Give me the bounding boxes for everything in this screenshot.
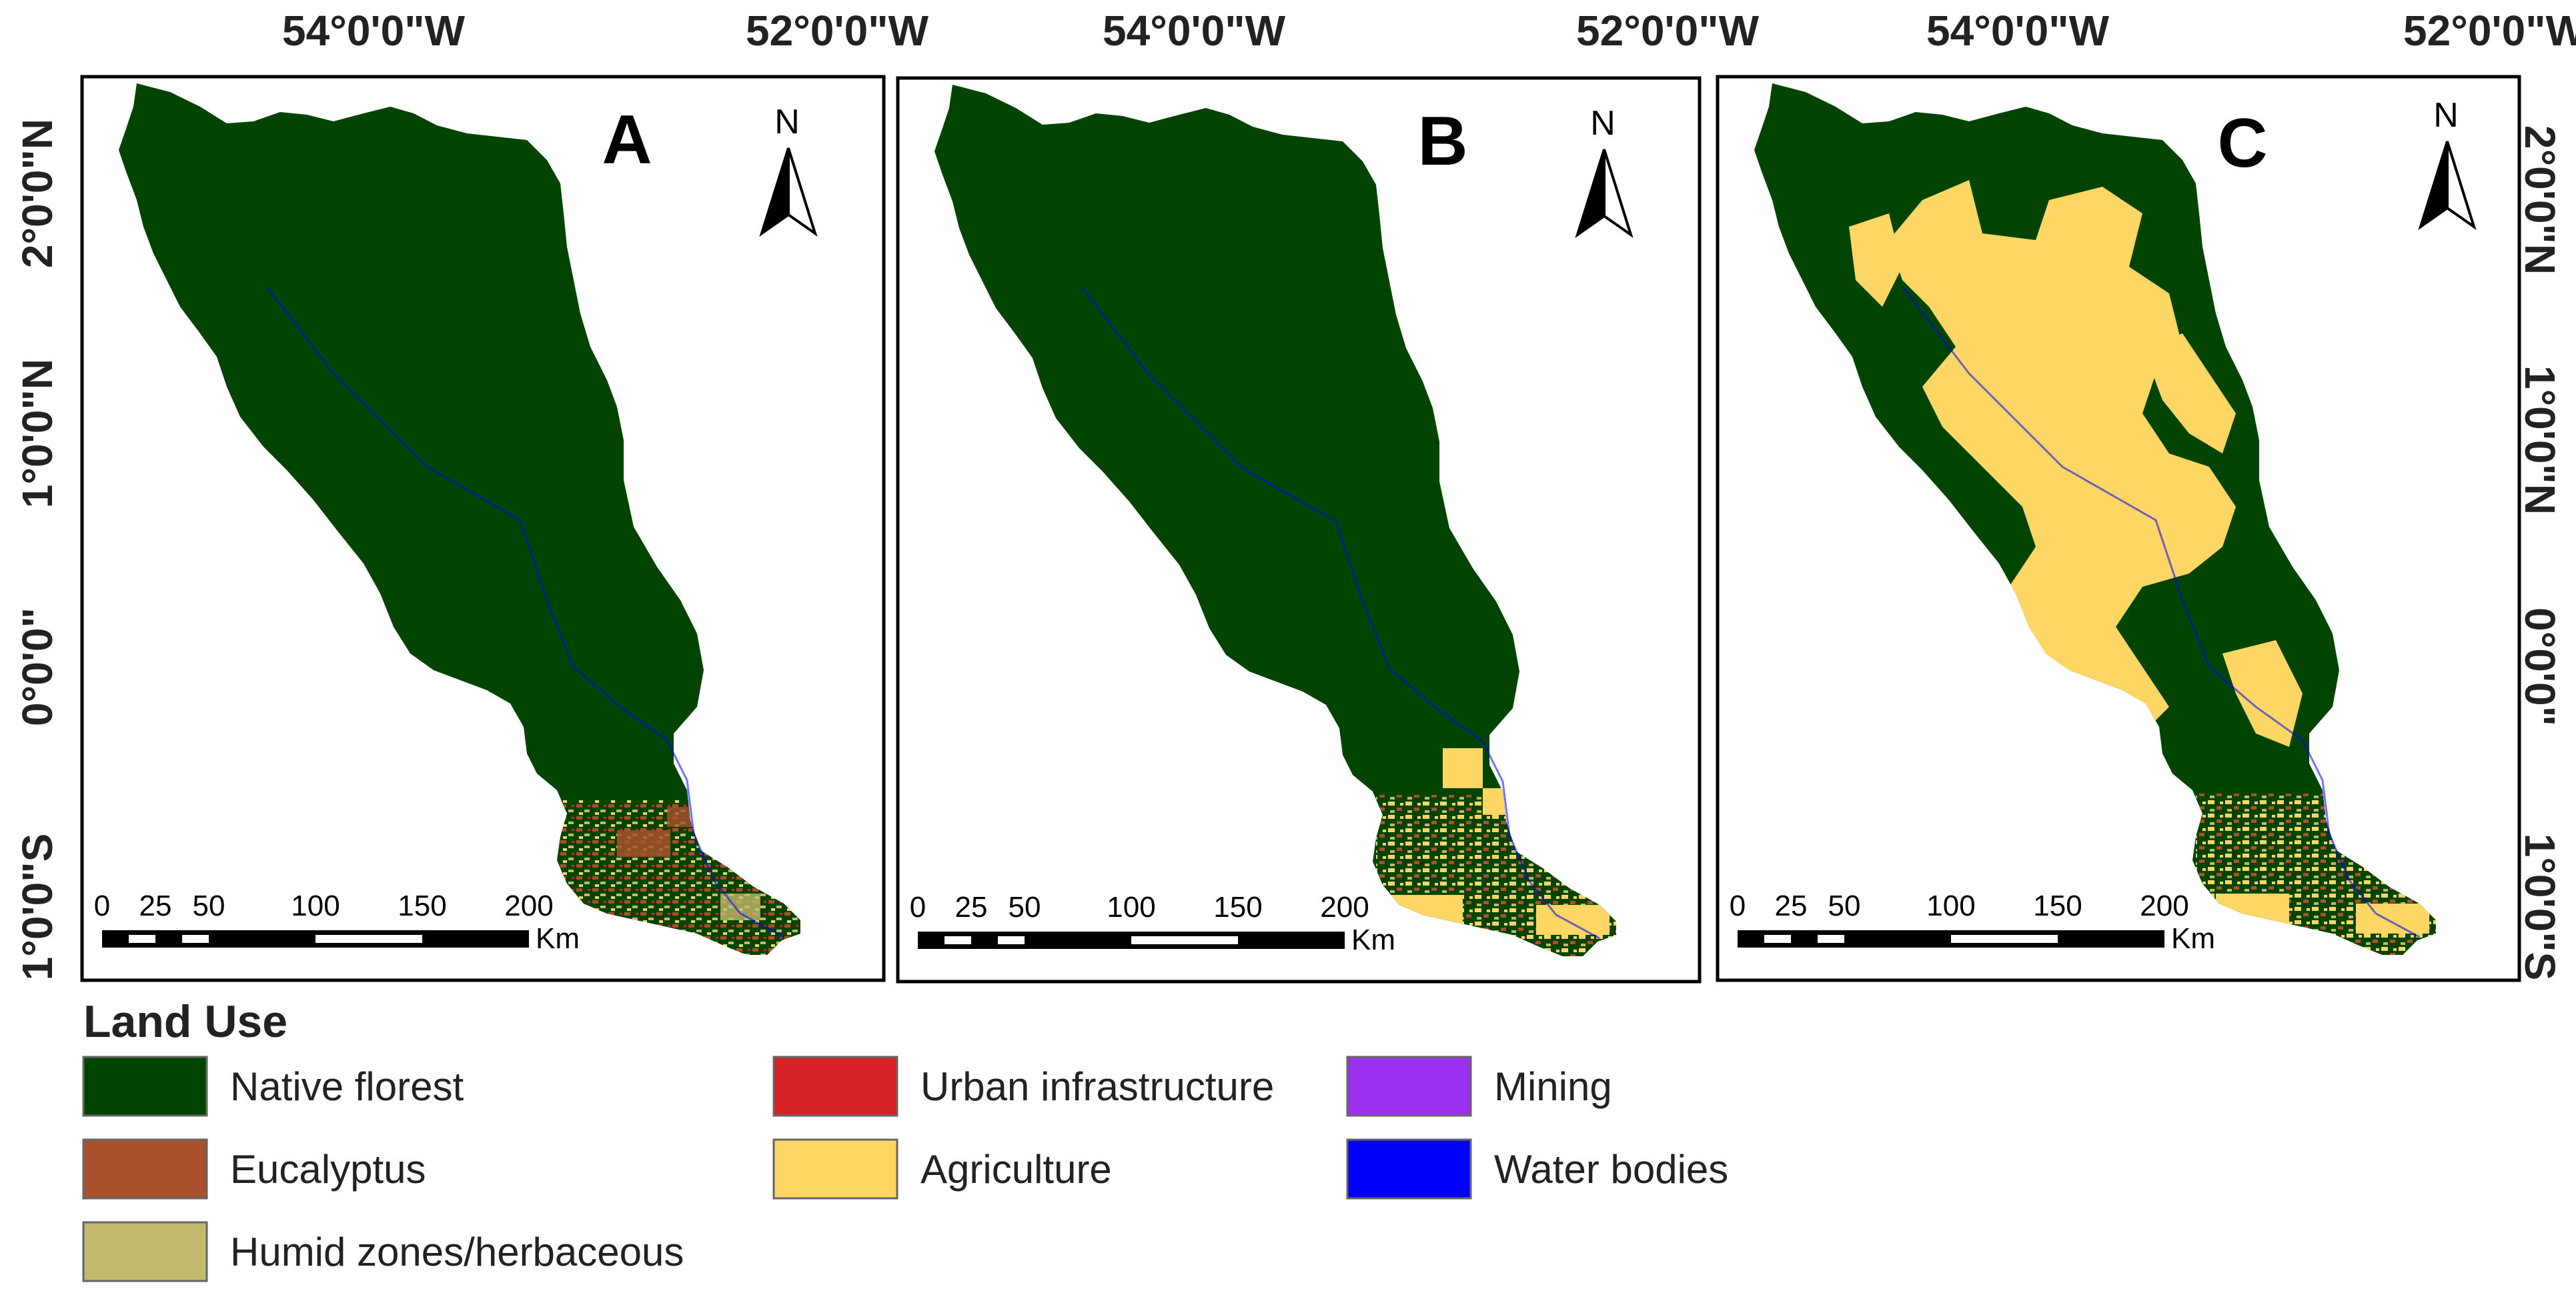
river-water-body: [1081, 287, 1600, 940]
scale-tick-label: 0: [1730, 890, 1746, 922]
scale-tick-label: 25: [1775, 890, 1808, 922]
scale-tick-label: 150: [398, 890, 446, 922]
agriculture-zone: [2222, 640, 2303, 747]
latitude-label: 1°0'0"N: [13, 359, 61, 508]
scale-tick-label: 0: [910, 891, 926, 924]
scale-bar: 0 25 50 100 150 200 Km: [1730, 890, 2215, 955]
map-panel-c: C N 0 25 50 100 150 200 Km: [1716, 75, 2521, 982]
longitude-label: 54°0'0"W: [282, 7, 466, 55]
panel-label: C: [2217, 105, 2267, 182]
scale-tick-label: 100: [291, 890, 340, 922]
legend: Land Use Native florest Eucalyptus Humid…: [82, 996, 1728, 1282]
scale-tick-label: 200: [504, 890, 553, 922]
north-arrow-label: N: [2433, 96, 2459, 135]
river-water-body: [1901, 286, 2420, 938]
river-water-body: [265, 286, 784, 938]
legend-swatch-humid-zones: [82, 1221, 208, 1282]
legend-swatch-agriculture: [772, 1138, 898, 1200]
scale-bar: 0 25 50 100 150 200 Km: [910, 891, 1395, 956]
latitude-label: 1°0'0"S: [2516, 834, 2564, 981]
panel-label: A: [602, 101, 652, 179]
map-panel-a: A N 0 25 50 100 150 200 Km: [80, 75, 886, 982]
top-longitude-labels: 54°0'0"W 52°0'0"W 54°0'0"W 52°0'0"W 54°0…: [282, 7, 2576, 55]
scale-tick-label: 0: [94, 890, 110, 922]
legend-label: Urban infrastructure: [920, 1064, 1274, 1109]
legend-swatch-eucalyptus: [82, 1138, 208, 1200]
north-arrow: N: [1575, 104, 1634, 239]
latitude-label: 1°0'0"S: [13, 834, 61, 981]
latitude-label: 2°0'0"N: [13, 119, 61, 268]
longitude-label: 52°0'0"W: [1576, 7, 1760, 55]
legend-label: Eucalyptus: [230, 1147, 426, 1192]
legend-title: Land Use: [83, 996, 287, 1047]
latitude-label: 2°0'0"N: [2516, 125, 2564, 275]
scale-bar: 0 25 50 100 150 200 Km: [94, 890, 580, 955]
legend-label: Water bodies: [1494, 1147, 1728, 1192]
scale-tick-label: 100: [1107, 891, 1155, 924]
scale-tick-label: 100: [1926, 890, 1975, 922]
scale-tick-label: 25: [955, 891, 988, 924]
scale-tick-label: 150: [2033, 890, 2082, 922]
latitude-label: 0°0'0": [2516, 607, 2564, 726]
legend-label: Mining: [1494, 1064, 1612, 1109]
scale-tick-label: 50: [1009, 891, 1041, 924]
scale-tick-label: 25: [139, 890, 172, 922]
scale-unit: Km: [1351, 924, 1395, 956]
longitude-label: 52°0'0"W: [2403, 7, 2576, 55]
latitude-label: 0°0'0": [13, 607, 61, 726]
scale-unit: Km: [536, 922, 580, 955]
agriculture-zone: [1443, 748, 1483, 788]
eucalyptus-zone: [617, 830, 670, 857]
north-arrow: N: [2418, 96, 2477, 231]
panel-label: B: [1417, 103, 1467, 180]
north-arrow-label: N: [1590, 104, 1616, 143]
scale-unit: Km: [2171, 922, 2215, 955]
scale-tick-label: 50: [1828, 890, 1861, 922]
agriculture-zone: [1536, 905, 1609, 935]
legend-swatch-native-florest: [82, 1056, 208, 1117]
north-arrow-label: N: [774, 103, 800, 141]
north-arrow: N: [759, 103, 818, 237]
agriculture-zone: [1849, 213, 1902, 307]
scale-tick-label: 150: [1213, 891, 1262, 924]
agriculture-zone: [2142, 333, 2236, 453]
latitude-label: 1°0'0"N: [2516, 365, 2564, 515]
longitude-label: 54°0'0"W: [1103, 7, 1286, 55]
agriculture-zone: [1889, 180, 2236, 734]
longitude-label: 54°0'0"W: [1926, 7, 2110, 55]
legend-label: Native florest: [230, 1064, 464, 1109]
scale-tick-label: 200: [2140, 890, 2188, 922]
right-latitude-labels: 2°0'0"N 1°0'0"N 0°0'0" 1°0'0"S: [2516, 125, 2564, 980]
scale-tick-label: 50: [193, 890, 225, 922]
legend-swatch-mining: [1346, 1056, 1472, 1117]
legend-swatch-urban-infrastructure: [772, 1056, 898, 1117]
scale-tick-label: 200: [1320, 891, 1369, 924]
map-panel-b: B N 0 25 50 100 150 200 Km: [896, 76, 1702, 984]
legend-label: Humid zones/herbaceous: [230, 1230, 684, 1274]
agriculture-zone: [2356, 904, 2429, 934]
legend-label: Agriculture: [920, 1147, 1112, 1192]
legend-swatch-water-bodies: [1346, 1138, 1472, 1200]
left-latitude-labels: 2°0'0"N 1°0'0"N 0°0'0" 1°0'0"S: [13, 119, 61, 980]
longitude-label: 52°0'0"W: [746, 7, 929, 55]
